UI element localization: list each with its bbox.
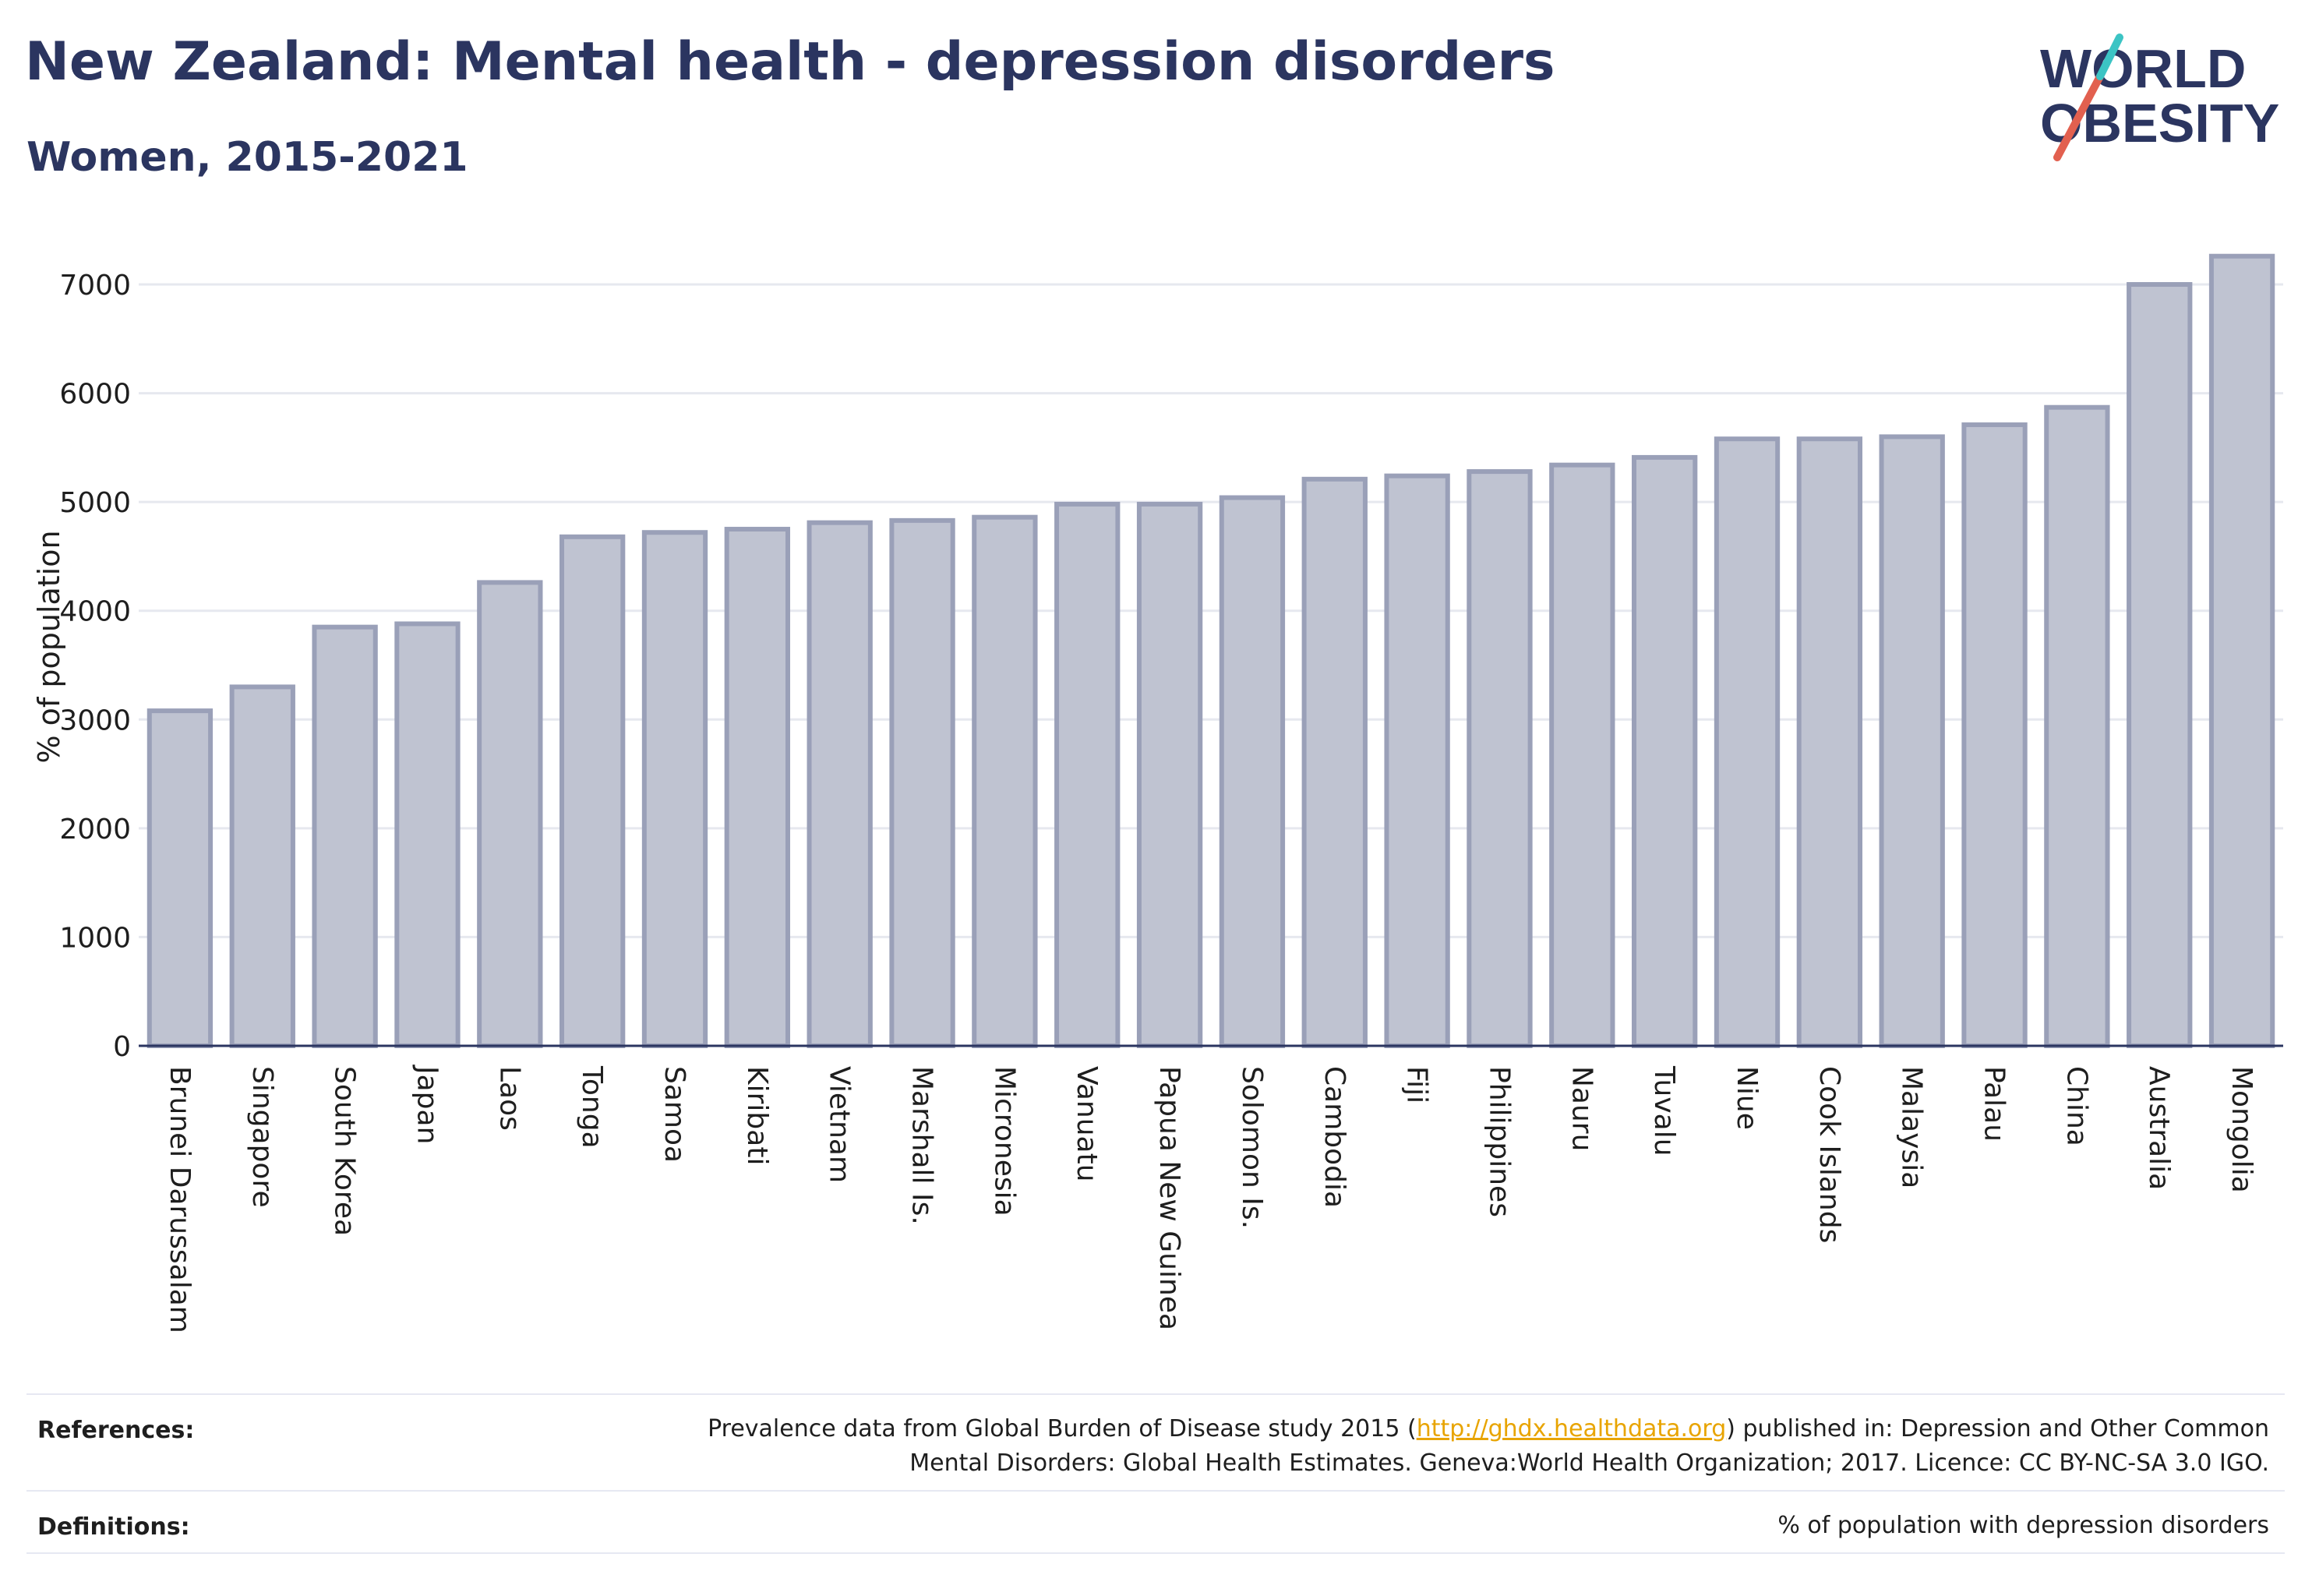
x-tick-label: Brunei Darussalam	[164, 1066, 196, 1333]
bar-laos[interactable]	[477, 580, 543, 1048]
bar-philippines[interactable]	[1467, 469, 1533, 1048]
bar-malaysia[interactable]	[1879, 434, 1945, 1048]
y-tick-label: 4000	[59, 596, 131, 628]
y-tick-label: 2000	[59, 814, 131, 846]
x-tick-label: Vanuatu	[1071, 1066, 1103, 1182]
x-tick-label: Samoa	[658, 1066, 690, 1163]
bar-australia[interactable]	[2127, 282, 2193, 1048]
x-tick-label: South Korea	[329, 1066, 361, 1236]
bar-singapore[interactable]	[229, 684, 295, 1049]
bar-mongolia[interactable]	[2208, 253, 2275, 1048]
y-tick-label: 5000	[59, 487, 131, 519]
bar-vietnam[interactable]	[807, 520, 873, 1048]
y-tick-label: 1000	[59, 922, 131, 954]
bar-papua-new-guinea[interactable]	[1136, 501, 1203, 1048]
y-tick-label: 0	[113, 1031, 131, 1063]
bar-fiji[interactable]	[1384, 473, 1450, 1048]
bar-micronesia[interactable]	[972, 514, 1038, 1048]
references-text: Prevalence data from Global Burden of Di…	[708, 1412, 2269, 1481]
logo-word-world: WORLD	[2040, 38, 2246, 99]
bar-niue[interactable]	[1714, 436, 1781, 1048]
x-tick-label: Cook Islands	[1813, 1066, 1845, 1243]
x-tick-label: Micronesia	[988, 1066, 1020, 1216]
bar-palau[interactable]	[1961, 422, 2028, 1048]
x-tick-label: Marshall Is.	[906, 1066, 938, 1225]
bar-south-korea[interactable]	[312, 624, 378, 1048]
y-tick-label: 7000	[59, 270, 131, 302]
x-tick-label: Kiribati	[741, 1066, 773, 1165]
bar-marshall-is[interactable]	[889, 517, 955, 1048]
bar-cook-islands[interactable]	[1796, 436, 1863, 1048]
bar-cambodia[interactable]	[1301, 476, 1368, 1048]
x-tick-label: Laos	[493, 1066, 525, 1131]
logo-slash-red	[2053, 72, 2104, 161]
x-tick-label: Cambodia	[1318, 1066, 1350, 1208]
x-tick-label: Solomon Is.	[1236, 1066, 1268, 1229]
x-tick-label: Mongolia	[2226, 1066, 2257, 1193]
x-tick-label: Malaysia	[1896, 1066, 1928, 1188]
bar-tonga[interactable]	[559, 534, 626, 1048]
y-axis-label: % of population	[32, 530, 66, 763]
logo-slash-teal	[2096, 34, 2123, 80]
gridlines	[139, 283, 2283, 938]
x-tick-label: Fiji	[1401, 1066, 1433, 1103]
x-tick-label: Tuvalu	[1648, 1065, 1680, 1156]
bar-vanuatu[interactable]	[1054, 501, 1121, 1048]
bar-brunei-darussalam[interactable]	[146, 708, 214, 1048]
bar-samoa[interactable]	[641, 530, 708, 1048]
x-tick-label: China	[2060, 1066, 2092, 1146]
chart-subtitle: Women, 2015-2021	[26, 134, 468, 181]
x-tick-label: Nauru	[1565, 1066, 1597, 1151]
chart-title: New Zealand: Mental health - depression …	[25, 31, 1555, 93]
x-tick-label: Palau	[1978, 1066, 2010, 1142]
bar-chart: 0 1000 2000 3000 4000 5000 6000 7000 Brunei Dar…	[32, 253, 2283, 1333]
y-tick-labels: 0 1000 2000 3000 4000 5000 6000 7000	[59, 270, 131, 1063]
world-obesity-logo: WORLD OBESITY	[2040, 34, 2279, 161]
bar-tuvalu[interactable]	[1631, 454, 1698, 1048]
definitions-label: Definitions:	[37, 1513, 190, 1541]
footer-divider-bottom	[26, 1552, 2285, 1554]
bar-solomon-is[interactable]	[1219, 495, 1286, 1048]
x-tick-label: Australia	[2143, 1066, 2175, 1190]
x-tick-label: Philippines	[1483, 1066, 1515, 1217]
bar-nauru[interactable]	[1549, 462, 1615, 1048]
bar-china[interactable]	[2044, 404, 2110, 1048]
footer-divider-top	[26, 1393, 2285, 1395]
references-label: References:	[37, 1417, 195, 1444]
footer-divider-middle	[26, 1490, 2285, 1492]
bar-kiribati[interactable]	[724, 527, 791, 1048]
references-link[interactable]: http://ghdx.healthdata.org	[1416, 1415, 1727, 1442]
x-tick-label: Tonga	[576, 1065, 608, 1149]
definitions-text: % of population with depression disorder…	[1777, 1512, 2269, 1539]
x-tick-label: Singapore	[246, 1066, 278, 1208]
bars	[146, 253, 2275, 1049]
x-tick-labels: Brunei Darussalam Singapore South Korea Jap…	[164, 1065, 2257, 1333]
x-tick-label: Vietnam	[824, 1066, 856, 1183]
x-tick-label: Niue	[1731, 1066, 1763, 1130]
x-tick-label: Japan	[411, 1065, 443, 1144]
references-line-2: Mental Disorders: Global Health Estimate…	[909, 1449, 2269, 1477]
y-tick-label: 3000	[59, 704, 131, 736]
logo-word-obesity: OBESITY	[2040, 93, 2279, 154]
references-line-1: Prevalence data from Global Burden of Di…	[708, 1415, 2269, 1442]
x-tick-label: Papua New Guinea	[1153, 1066, 1185, 1330]
bar-japan[interactable]	[394, 621, 461, 1048]
y-tick-label: 6000	[59, 379, 131, 411]
